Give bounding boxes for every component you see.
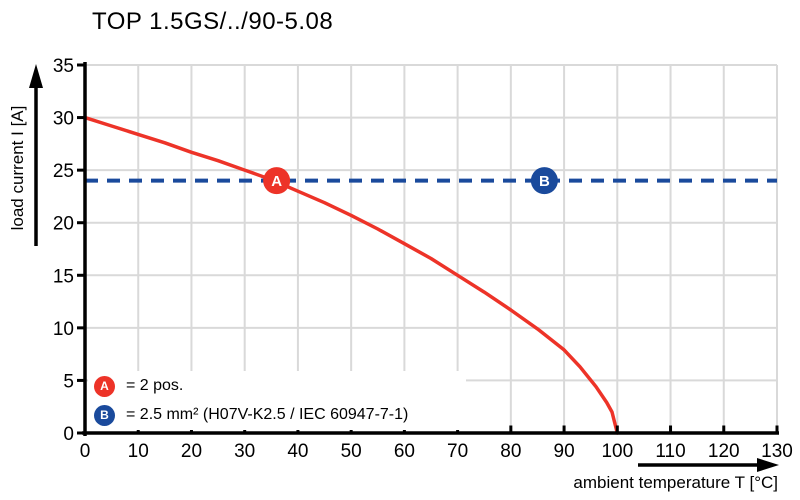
x-tick-label: 20 [181,441,202,462]
x-tick-label: 130 [761,441,793,462]
legend-item-b: B = 2.5 mm² (H07V-K2.5 / IEC 60947-7-1) [88,402,466,428]
legend-marker-b-icon: B [94,404,115,426]
marker-b-icon [530,167,558,195]
y-tick-label: 0 [63,424,74,445]
derating-curve [83,115,620,435]
x-tick-label: 110 [655,441,685,462]
legend-item-b-label: = 2.5 mm² (H07V-K2.5 / IEC 60947-7-1) [126,406,409,423]
x-tick-label: 10 [128,441,149,462]
legend: A = 2 pos. B = 2.5 mm² (H07V-K2.5 / IEC … [88,371,466,430]
y-tick-label: 15 [53,266,74,287]
x-tick-label: 100 [601,441,633,462]
x-axis-label: ambient temperature T [°C] [573,473,778,492]
x-tick-label: 120 [708,441,740,462]
legend-marker-a-icon: A [94,375,115,397]
y-tick-label: 10 [53,319,74,340]
y-tick-label: 35 [53,56,74,77]
x-tick-label: 0 [80,441,91,462]
legend-item-a-label: = 2 pos. [126,377,184,394]
marker-a-letter: A [271,173,282,190]
x-tick-label: 80 [500,441,521,462]
marker-b-letter: B [539,173,550,190]
y-axis-arrowhead-icon [29,64,43,88]
x-tick-label: 40 [287,441,308,462]
page-title: TOP 1.5GS/../90-5.08 [92,8,334,35]
x-tick-label: 90 [554,441,575,462]
x-tick-label: 60 [394,441,415,462]
x-tick-label: 70 [447,441,468,462]
y-tick-label: 5 [63,371,74,392]
x-tick-label: 50 [341,441,362,462]
y-tick-label: 30 [53,109,74,130]
y-axis-label: load current I [A] [8,105,27,231]
legend-item-a: A = 2 pos. [88,373,466,399]
y-tick-label: 25 [53,161,74,182]
marker-a-icon [263,167,291,195]
x-tick-label: 30 [234,441,255,462]
y-tick-label: 20 [53,214,74,235]
x-axis-arrowhead-icon [757,458,779,472]
